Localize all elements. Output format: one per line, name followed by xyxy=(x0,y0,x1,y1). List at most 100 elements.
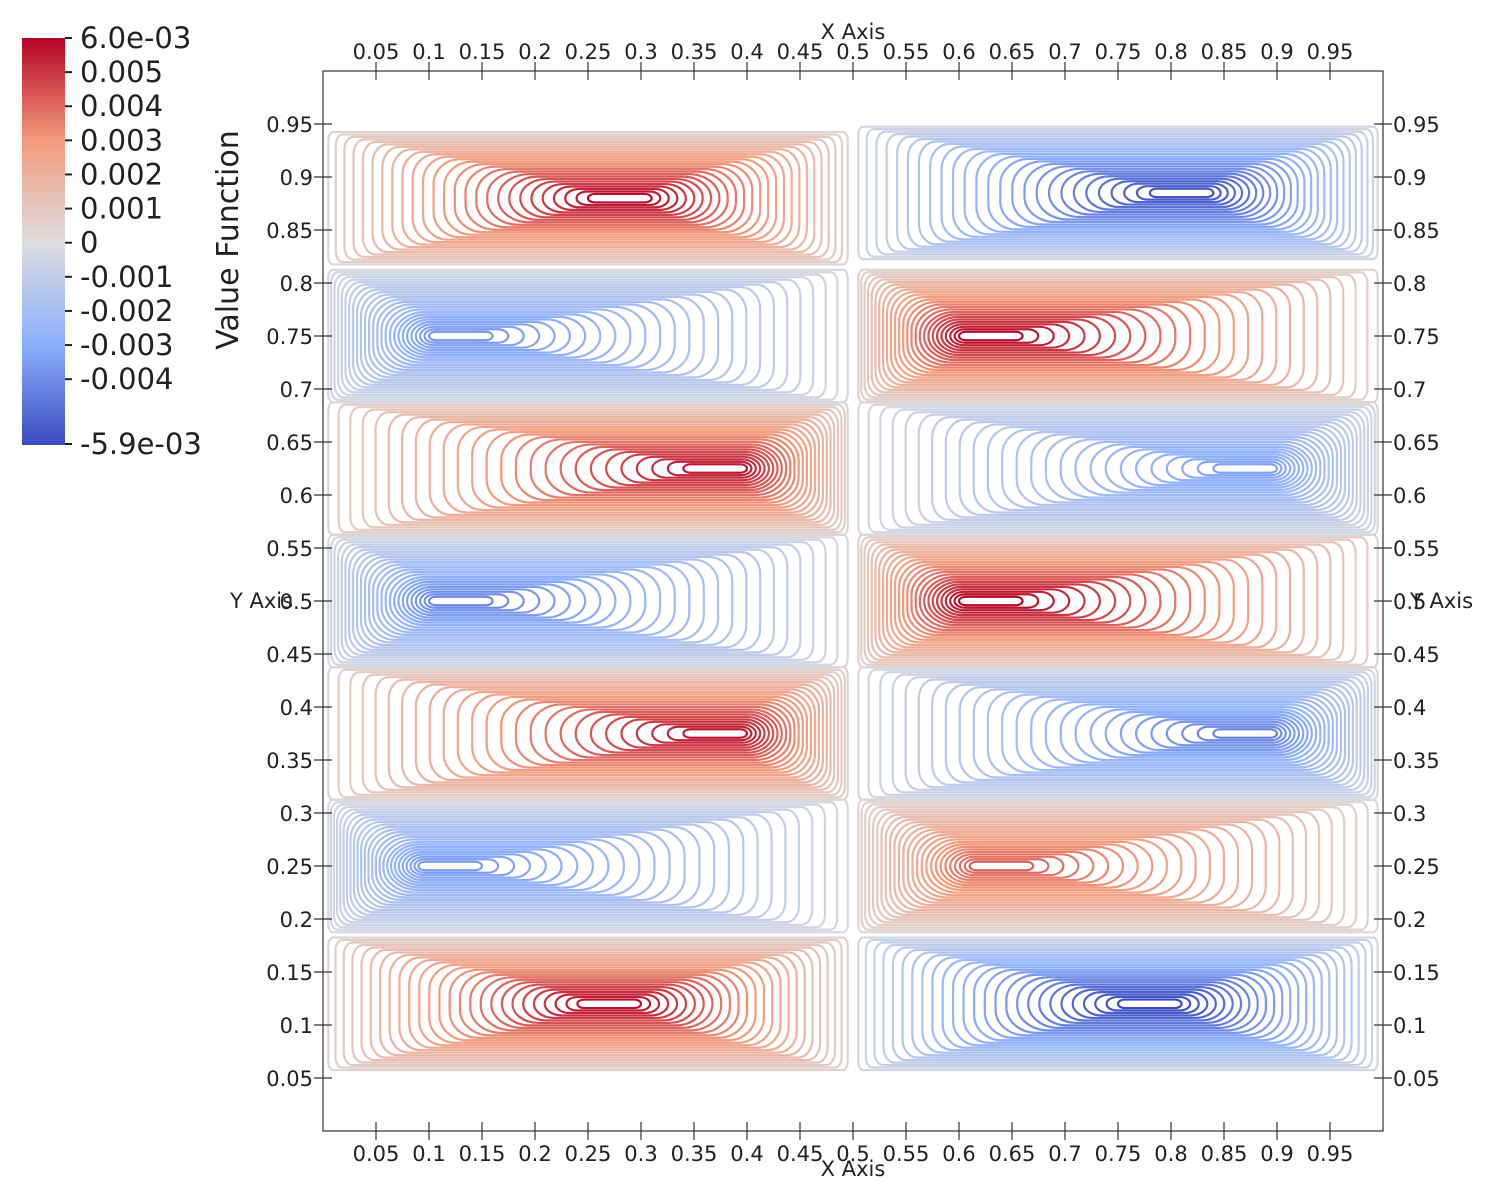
contour-cell xyxy=(857,125,1379,261)
y-tick-label-left: 0.85 xyxy=(266,219,313,243)
contour-line xyxy=(352,286,762,386)
contour-line xyxy=(866,541,1345,661)
colorbar-tick-label: 0 xyxy=(80,226,98,260)
contour-line xyxy=(651,723,757,744)
contour-line xyxy=(1082,991,1209,1017)
contour-line xyxy=(423,328,510,344)
y-tick-label-right: 0.5 xyxy=(1393,590,1426,614)
contour-line xyxy=(902,563,1221,639)
contour-line xyxy=(957,595,1024,607)
contour-line xyxy=(944,848,1110,884)
y-tick-label-right: 0.75 xyxy=(1393,325,1440,349)
contour-line xyxy=(342,941,836,1067)
contour-line xyxy=(421,155,778,241)
contour-line xyxy=(1089,708,1313,759)
contour-line xyxy=(384,305,647,367)
contour-line xyxy=(458,971,740,1037)
contour-line xyxy=(419,325,525,347)
contour-line xyxy=(860,536,1369,666)
colorbar-tick-label: -0.003 xyxy=(80,328,174,362)
contour-line xyxy=(380,568,662,634)
x-tick-label-bottom: 0.2 xyxy=(518,1142,551,1166)
y-tick-label-left: 0.75 xyxy=(266,325,313,349)
contour-line xyxy=(344,281,789,391)
contour-line xyxy=(388,953,798,1054)
contour-line xyxy=(620,453,766,484)
x-tick-label-top: 0.25 xyxy=(565,40,612,64)
contour-line xyxy=(666,725,753,742)
contour-line xyxy=(559,443,783,494)
contour-line xyxy=(351,943,829,1064)
contour-line xyxy=(327,130,849,266)
colorbar-min-label: -5.9e-03 xyxy=(80,427,202,461)
contour-line xyxy=(1105,995,1192,1012)
contour-cell xyxy=(327,130,849,266)
colorbar-tick-label: -0.001 xyxy=(80,260,174,294)
contour-line xyxy=(349,671,843,796)
contour-line xyxy=(361,140,823,256)
contour-line xyxy=(381,145,808,251)
contour-line xyxy=(635,455,762,482)
contour-line xyxy=(983,968,1284,1039)
contour-line xyxy=(1023,162,1286,224)
contour-line xyxy=(999,157,1299,229)
contour-line xyxy=(442,688,817,779)
contour-line xyxy=(363,558,720,644)
contour-line xyxy=(356,820,730,912)
contour-line xyxy=(885,132,1363,253)
contour-line xyxy=(916,833,1197,899)
contour-line xyxy=(958,855,1065,877)
contour-line xyxy=(374,833,656,899)
contour-line xyxy=(878,548,1305,654)
contour-line xyxy=(951,961,1308,1047)
contour-line xyxy=(874,281,1319,391)
x-tick-label-bottom: 0.85 xyxy=(1201,1142,1248,1166)
y-tick-label-right: 0.05 xyxy=(1393,1067,1440,1091)
contour-line xyxy=(963,150,1319,236)
contour-line xyxy=(500,433,800,504)
contour-line xyxy=(469,973,731,1034)
contour-line xyxy=(1038,981,1243,1027)
contour-line xyxy=(940,320,1086,352)
contour-line xyxy=(1071,988,1217,1020)
contour-line xyxy=(343,135,837,261)
contour-line xyxy=(1011,160,1292,226)
contour-line xyxy=(975,152,1313,233)
contour-line xyxy=(438,966,757,1042)
contour-line xyxy=(514,435,796,502)
contour-line xyxy=(386,840,610,892)
contour-line xyxy=(485,430,804,507)
contour-line xyxy=(379,951,806,1057)
contour-line xyxy=(384,570,647,632)
contour-line xyxy=(405,318,571,354)
contour-line xyxy=(867,668,1376,799)
contour-line xyxy=(427,330,494,342)
contour-line xyxy=(1044,435,1326,502)
contour-line xyxy=(1072,172,1258,214)
contour-line xyxy=(1135,715,1301,752)
x-tick-label-top: 0.8 xyxy=(1154,40,1187,64)
contour-line xyxy=(543,991,670,1017)
contour-line xyxy=(934,843,1139,889)
contour-line xyxy=(541,182,687,214)
contour-line xyxy=(882,943,1360,1064)
contour-line xyxy=(342,811,787,921)
contour-line xyxy=(682,463,749,474)
y-tick-label-left: 0.25 xyxy=(266,855,313,879)
contour-line xyxy=(332,803,827,929)
contour-line xyxy=(953,593,1040,609)
contour-line xyxy=(885,553,1278,649)
contour-line xyxy=(953,853,1080,879)
contour-line xyxy=(335,806,814,926)
contour-line xyxy=(940,585,1086,617)
colorbar-ticks: 0.0050.0040.0030.0020.0010-0.001-0.002-0… xyxy=(65,55,174,396)
contour-line xyxy=(1212,463,1279,474)
contour-line xyxy=(1047,167,1272,219)
contour-cell xyxy=(327,666,849,801)
contour-line xyxy=(361,673,840,794)
contour-line xyxy=(374,676,836,791)
contour-line xyxy=(371,143,816,254)
y-tick-label-left: 0.8 xyxy=(280,272,313,296)
contour-cell xyxy=(327,533,849,669)
